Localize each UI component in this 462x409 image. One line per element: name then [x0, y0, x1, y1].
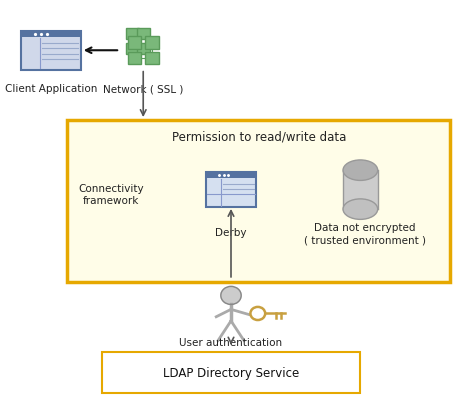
- Text: Client Application: Client Application: [5, 84, 97, 94]
- Bar: [127, 44, 140, 55]
- Bar: [145, 53, 159, 65]
- Circle shape: [221, 287, 241, 305]
- Bar: [102, 352, 360, 393]
- Bar: [206, 173, 256, 207]
- Text: Derby: Derby: [215, 227, 247, 237]
- Bar: [21, 31, 81, 70]
- Ellipse shape: [343, 199, 378, 220]
- Text: Permission to read/write data: Permission to read/write data: [171, 130, 346, 144]
- Bar: [137, 29, 150, 40]
- Text: Data not encrypted
( trusted environment ): Data not encrypted ( trusted environment…: [304, 223, 426, 245]
- Text: Connectivity
framework: Connectivity framework: [78, 184, 144, 205]
- Bar: [21, 31, 81, 38]
- Bar: [127, 29, 140, 40]
- Text: LDAP Directory Service: LDAP Directory Service: [163, 366, 299, 379]
- Bar: [145, 37, 159, 49]
- Bar: [206, 173, 256, 178]
- Bar: [128, 53, 141, 65]
- Text: User authentication: User authentication: [179, 337, 283, 347]
- Bar: [128, 37, 141, 49]
- Bar: [343, 171, 378, 209]
- Bar: [137, 44, 150, 55]
- Text: Network ( SSL ): Network ( SSL ): [103, 84, 183, 94]
- Bar: [67, 121, 450, 282]
- Ellipse shape: [343, 160, 378, 181]
